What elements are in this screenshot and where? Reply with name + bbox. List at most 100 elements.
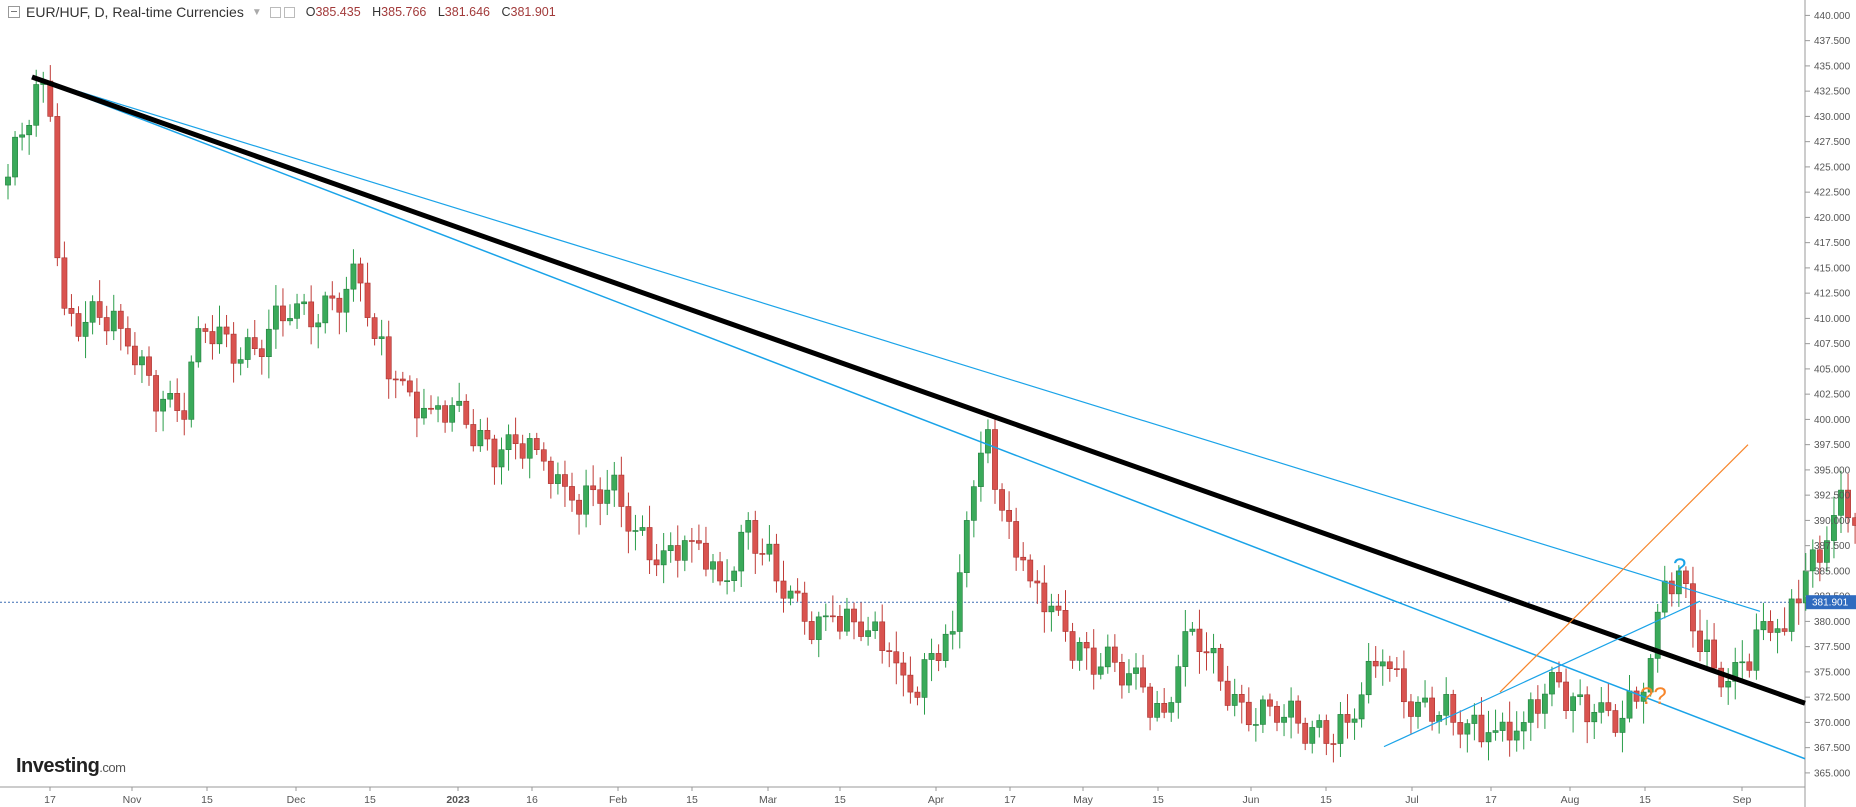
candle-body	[815, 616, 822, 640]
candle-body	[1055, 605, 1062, 611]
price-tick-label: 430.000	[1814, 112, 1851, 123]
candlestick-series	[5, 65, 1856, 763]
candle-body	[1119, 662, 1125, 686]
candle-body	[1210, 647, 1217, 654]
candle-body	[886, 650, 893, 652]
candle-body	[611, 474, 618, 491]
candle-body	[844, 608, 850, 632]
price-tick-label: 392.500	[1814, 491, 1851, 502]
candle-body	[1506, 721, 1513, 741]
candle-body	[1337, 714, 1344, 744]
candle-body	[562, 474, 568, 487]
candle-body	[1429, 697, 1435, 722]
price-tick-label: 372.500	[1814, 693, 1851, 704]
time-tick-label: Dec	[287, 794, 306, 806]
time-tick-label: Mar	[759, 794, 778, 806]
candle-body	[547, 460, 554, 484]
price-tick-label: 435.000	[1814, 61, 1851, 72]
price-tick-label: 422.500	[1814, 188, 1851, 199]
candle-body	[1654, 611, 1661, 659]
candle-body	[1605, 702, 1612, 711]
candle-body	[1704, 639, 1710, 652]
candle-body	[653, 559, 660, 566]
settings-icon[interactable]	[269, 6, 281, 18]
chevron-down-icon[interactable]: ▼	[251, 6, 262, 18]
price-tick-label: 380.000	[1814, 617, 1851, 628]
candle-body	[949, 631, 956, 635]
collapse-icon[interactable]	[8, 6, 20, 18]
close-value: 381.901	[510, 5, 556, 19]
candle-body	[1443, 694, 1450, 716]
candle-body	[1076, 642, 1083, 661]
time-tick-label: 2023	[446, 794, 470, 806]
candle-body	[449, 405, 456, 423]
time-axis: 17 Nov 15 Dec 15 2023 16 Feb 15 Mar 15 Apr 17 May 15 Ju…	[44, 787, 1751, 806]
candle-body	[484, 430, 491, 440]
candle-body	[822, 615, 829, 618]
candle-body	[1182, 631, 1189, 667]
candle-body	[251, 337, 258, 350]
candle-body	[1556, 672, 1562, 683]
candle-body	[1048, 605, 1055, 613]
candle-body	[1492, 730, 1499, 733]
candle-body	[942, 633, 949, 661]
candle-body	[216, 326, 223, 345]
price-tick-label: 402.500	[1814, 390, 1851, 401]
candle-body	[1111, 646, 1118, 663]
candle-body	[336, 297, 343, 313]
logo-name: Investing	[16, 755, 100, 777]
time-tick-label: 15	[686, 794, 698, 806]
candle-body	[674, 545, 681, 561]
candle-body	[1288, 700, 1294, 718]
candle-body	[1330, 743, 1337, 745]
candle-body	[519, 443, 526, 459]
candle-body	[1041, 582, 1048, 613]
close-icon[interactable]	[283, 6, 295, 18]
candle-body	[1577, 694, 1584, 697]
price-tick-label: 412.500	[1814, 289, 1851, 300]
candle-body	[1542, 693, 1548, 714]
candle-body	[132, 345, 138, 366]
low-value: 381.646	[444, 5, 490, 19]
candle-body	[1104, 646, 1111, 668]
candle-body	[1781, 628, 1788, 632]
candle-body	[1774, 628, 1781, 633]
candle-body	[357, 263, 364, 284]
time-tick-label: Aug	[1561, 794, 1580, 806]
candle-body	[1563, 681, 1569, 711]
candle-body	[1344, 714, 1351, 723]
trend-lines	[31, 74, 1806, 760]
candle-body	[392, 378, 399, 381]
time-tick-label: May	[1073, 794, 1094, 806]
investing-logo: Investing.com	[16, 755, 126, 778]
candle-body	[604, 489, 611, 504]
candle-body	[1584, 694, 1591, 723]
chart-grid	[0, 0, 1806, 807]
candle-body	[625, 506, 632, 532]
candle-body	[1245, 701, 1252, 726]
candle-body	[188, 361, 195, 420]
symbol-title[interactable]: EUR/HUF, D, Real-time Currencies	[26, 4, 244, 20]
candle-body	[646, 527, 653, 561]
candle-body	[1203, 651, 1210, 654]
candle-body	[1732, 662, 1739, 682]
candle-body	[893, 651, 900, 664]
candle-body	[632, 530, 639, 532]
candle-body	[110, 310, 117, 332]
candle-body	[1661, 580, 1668, 613]
time-tick-label: Jul	[1405, 794, 1418, 806]
time-tick-label: 15	[364, 794, 376, 806]
candle-body	[1746, 661, 1753, 671]
candle-body	[1668, 580, 1675, 595]
time-tick-label: 17	[44, 794, 56, 806]
price-tick-label: 407.500	[1814, 339, 1851, 350]
candle-body	[470, 424, 477, 447]
time-tick-label: Sep	[1733, 794, 1752, 806]
candle-body	[801, 592, 808, 622]
candle-body	[780, 580, 787, 599]
question-annotation-orange: ??	[1640, 683, 1667, 710]
candle-body	[1485, 732, 1492, 743]
candle-body	[1647, 658, 1654, 693]
price-tick-label: 375.000	[1814, 667, 1851, 678]
